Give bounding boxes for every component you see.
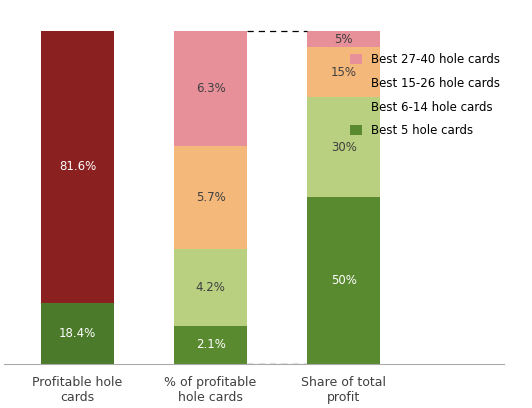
Bar [307,98,380,197]
Bar [174,326,247,364]
Bar [307,31,380,47]
Bar [174,146,247,249]
Text: 4.2%: 4.2% [196,281,226,294]
Bar [41,31,114,303]
Bar [307,197,380,364]
Text: 81.6%: 81.6% [59,160,96,173]
Bar [307,47,380,98]
Text: 18.4%: 18.4% [59,327,96,340]
Text: 50%: 50% [331,274,357,287]
Legend: Best 27-40 hole cards, Best 15-26 hole cards, Best 6-14 hole cards, Best 5 hole : Best 27-40 hole cards, Best 15-26 hole c… [350,53,500,137]
Text: 2.1%: 2.1% [196,338,226,351]
Text: 30%: 30% [331,141,357,154]
Bar [41,303,114,364]
Text: 6.3%: 6.3% [196,82,226,95]
Text: 15%: 15% [331,66,357,79]
Bar [174,249,247,326]
Text: 5.7%: 5.7% [196,191,226,204]
Bar [174,31,247,146]
Text: 5%: 5% [335,33,353,46]
